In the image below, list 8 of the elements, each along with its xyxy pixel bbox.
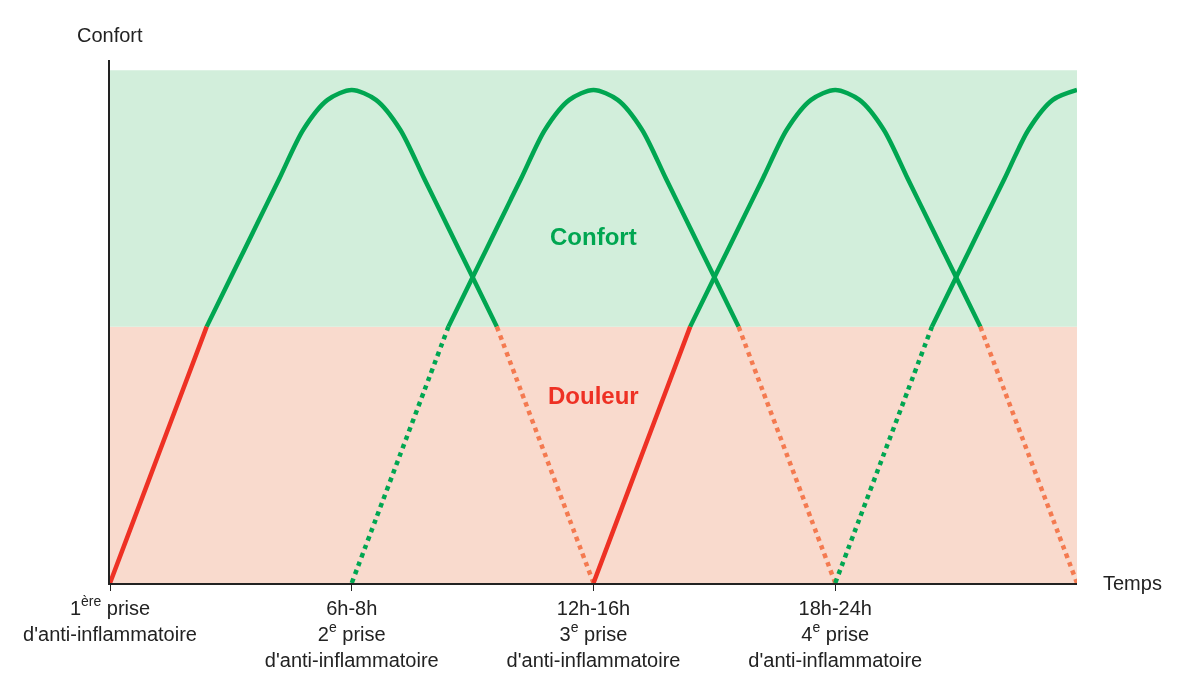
x-tick-label: 6h-8h 2$^{e}$ prise d'anti-inflammatoire — [264, 596, 439, 671]
x-axis-title: Temps — [1103, 572, 1162, 594]
x-tick-label: 1$^{ère}$ prise d'anti-inflammatoire — [23, 593, 197, 645]
annotation: Douleur — [548, 382, 639, 409]
x-tick-label: 12h-16h 3$^{e}$ prise d'anti-inflammatoire — [506, 596, 681, 671]
y-axis-title: Confort — [77, 24, 144, 46]
annotation: Confort — [550, 223, 637, 250]
x-tick-label: 18h-24h 4$^{e}$ prise d'anti-inflammatoire — [748, 596, 923, 671]
